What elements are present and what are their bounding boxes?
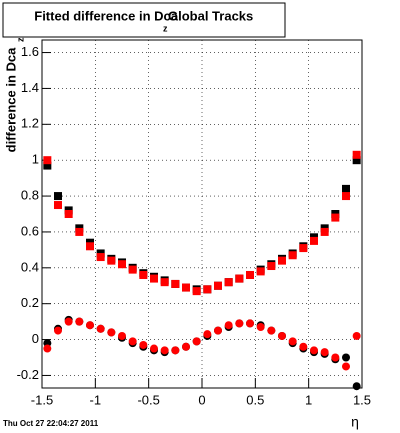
point: [43, 161, 52, 170]
point: [192, 287, 201, 296]
point: [128, 337, 137, 346]
point: [107, 328, 116, 337]
point: [107, 256, 116, 265]
point: [118, 260, 126, 269]
point: [331, 353, 340, 362]
x-axis-label: η: [351, 414, 359, 430]
point: [267, 262, 276, 271]
point: [320, 348, 329, 357]
point: [310, 346, 318, 355]
point: [331, 213, 340, 222]
x-tick-label: 0: [198, 392, 205, 407]
point: [214, 326, 222, 335]
y-tick-label: 0: [32, 331, 39, 346]
point: [150, 344, 158, 353]
point: [75, 317, 84, 326]
point: [203, 330, 212, 339]
title-subscript: z: [163, 23, 168, 33]
point: [288, 337, 297, 346]
y-tick-label: 0.2: [21, 295, 39, 310]
point: [203, 285, 212, 294]
point: [54, 201, 62, 210]
point: [96, 253, 105, 262]
point: [64, 317, 73, 326]
x-tick-label: 1.5: [353, 392, 371, 407]
x-tick-label: -1: [90, 392, 102, 407]
point: [54, 192, 62, 201]
title-box: [2, 2, 286, 38]
point: [352, 382, 361, 391]
point: [54, 326, 62, 335]
title-suffix: Global Tracks: [168, 8, 253, 23]
point: [246, 319, 254, 328]
y-tick-label: 1.4: [21, 80, 39, 95]
y-axis-label-subscript: z: [15, 37, 25, 42]
point: [352, 156, 361, 165]
point: [171, 346, 180, 355]
point: [256, 323, 265, 332]
point: [118, 331, 126, 340]
x-tick-label: 0.5: [246, 392, 264, 407]
point: [182, 342, 190, 351]
y-tick-label: 0.4: [21, 259, 39, 274]
point: [75, 227, 84, 236]
y-tick-label: 1.6: [21, 44, 39, 59]
point: [139, 270, 148, 279]
point: [86, 321, 94, 330]
point: [288, 251, 297, 260]
point: [299, 244, 308, 253]
point: [224, 278, 233, 287]
point: [139, 340, 148, 349]
chart-title: Fitted difference in Dca: [34, 8, 179, 23]
y-tick-label: 0.6: [21, 223, 39, 238]
point: [342, 362, 350, 371]
point: [160, 278, 169, 287]
y-axis-label: difference in Dca: [3, 47, 18, 153]
point: [160, 346, 169, 355]
point: [224, 321, 233, 330]
point: [235, 274, 244, 283]
point: [278, 331, 286, 340]
y-tick-label: -0.2: [17, 367, 39, 382]
x-tick-label: 1: [305, 392, 312, 407]
point: [310, 236, 318, 245]
y-tick-label: 1: [32, 152, 39, 167]
point: [278, 256, 286, 265]
y-tick-label: 1.2: [21, 116, 39, 131]
timestamp: Thu Oct 27 22:04:27 2011: [3, 419, 99, 428]
point: [235, 319, 244, 328]
point: [192, 337, 201, 346]
point: [267, 326, 276, 335]
x-tick-label: -1.5: [31, 392, 53, 407]
y-tick-label: 0.8: [21, 187, 39, 202]
point: [43, 344, 52, 353]
point: [182, 283, 190, 292]
point: [171, 279, 180, 288]
point: [342, 184, 350, 193]
point: [342, 192, 350, 201]
point: [128, 265, 137, 274]
point: [150, 274, 158, 283]
point: [246, 270, 254, 279]
point: [64, 210, 73, 218]
point: [299, 342, 308, 351]
point: [320, 227, 329, 236]
point: [96, 324, 105, 333]
x-tick-label: -0.5: [137, 392, 159, 407]
point: [352, 150, 361, 159]
point: [86, 242, 94, 251]
point: [256, 267, 265, 276]
point: [214, 281, 222, 290]
point: [342, 353, 350, 362]
point: [352, 331, 361, 340]
point: [43, 156, 52, 165]
